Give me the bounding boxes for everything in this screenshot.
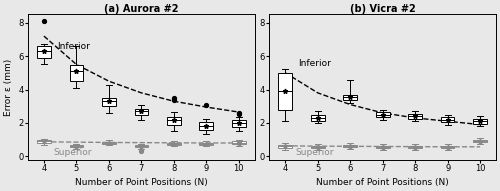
Title: (a) Aurora #2: (a) Aurora #2 xyxy=(104,4,178,14)
Title: (b) Vicra #2: (b) Vicra #2 xyxy=(350,4,416,14)
Bar xyxy=(474,119,487,124)
Bar xyxy=(311,146,324,148)
Bar xyxy=(134,109,148,115)
Bar xyxy=(311,115,324,121)
Bar xyxy=(278,73,292,110)
Bar xyxy=(474,140,487,142)
Text: Inferior: Inferior xyxy=(57,42,90,51)
Bar xyxy=(408,146,422,148)
Bar xyxy=(278,145,292,148)
Bar xyxy=(102,142,116,144)
Bar xyxy=(200,122,213,130)
Bar xyxy=(232,141,245,144)
Bar xyxy=(70,145,83,147)
Bar xyxy=(408,114,422,119)
Bar xyxy=(102,98,116,106)
Bar xyxy=(376,146,390,148)
Text: Superior: Superior xyxy=(295,148,334,158)
Bar xyxy=(37,140,51,143)
X-axis label: Number of Point Positions (N): Number of Point Positions (N) xyxy=(75,178,208,187)
Bar xyxy=(200,143,213,145)
Bar xyxy=(441,146,454,148)
Bar xyxy=(167,117,180,125)
Bar xyxy=(37,46,51,58)
Text: Inferior: Inferior xyxy=(298,59,331,68)
Bar xyxy=(344,145,357,147)
Bar xyxy=(134,145,148,147)
Bar xyxy=(344,95,357,100)
Bar xyxy=(441,117,454,122)
Y-axis label: Error ε (mm): Error ε (mm) xyxy=(4,58,13,116)
Text: Superior: Superior xyxy=(54,148,92,158)
Bar xyxy=(167,143,180,145)
Bar xyxy=(376,112,390,117)
Bar xyxy=(70,65,83,81)
Bar xyxy=(232,120,245,127)
X-axis label: Number of Point Positions (N): Number of Point Positions (N) xyxy=(316,178,449,187)
